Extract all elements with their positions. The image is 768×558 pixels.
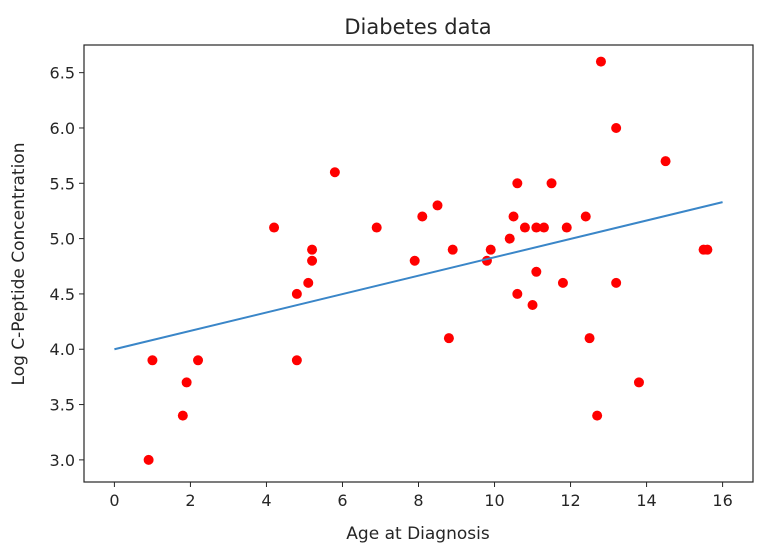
y-tick-label: 4.5 (50, 285, 75, 304)
data-point (512, 178, 523, 189)
data-point (307, 255, 318, 266)
data-point (546, 178, 557, 189)
y-tick-label: 5.5 (50, 174, 75, 193)
data-point (592, 410, 603, 421)
y-tick-label: 3.5 (50, 396, 75, 415)
data-point (660, 156, 671, 167)
plot-area: 0 2 4 6 8 10 12 14 16 3.0 3.5 4.0 4.5 5.0 5.5 6.0 6.5 (50, 44, 754, 510)
data-point (595, 56, 606, 67)
data-point (611, 122, 622, 133)
data-point (504, 233, 515, 244)
data-point (143, 454, 154, 465)
data-point (181, 377, 192, 388)
y-tick-label: 6.0 (50, 119, 75, 138)
data-point (329, 167, 340, 178)
data-point (580, 211, 591, 222)
data-point (584, 333, 595, 344)
y-axis-ticks: 3.0 3.5 4.0 4.5 5.0 5.5 6.0 6.5 (50, 64, 84, 470)
data-point (538, 222, 549, 233)
data-point (193, 355, 204, 366)
data-point (269, 222, 280, 233)
x-tick-label: 8 (413, 491, 423, 510)
data-point (557, 277, 568, 288)
data-point (291, 288, 302, 299)
data-point (432, 200, 443, 211)
x-tick-label: 6 (337, 491, 347, 510)
data-point (531, 266, 542, 277)
data-point (417, 211, 428, 222)
x-tick-label: 10 (484, 491, 504, 510)
data-point (371, 222, 382, 233)
x-tick-label: 14 (636, 491, 656, 510)
y-tick-label: 6.5 (50, 64, 75, 83)
y-axis-label: Log C-Peptide Concentration (9, 143, 29, 386)
x-axis-ticks: 0 2 4 6 8 10 12 14 16 (109, 482, 733, 510)
x-tick-label: 0 (109, 491, 119, 510)
axes-frame (83, 44, 754, 483)
data-point (508, 211, 519, 222)
x-tick-label: 12 (560, 491, 580, 510)
data-point (303, 277, 314, 288)
data-point (409, 255, 420, 266)
data-point (443, 333, 454, 344)
regression-line (114, 201, 723, 351)
data-point (447, 244, 458, 255)
data-point (177, 410, 188, 421)
data-point (702, 244, 713, 255)
data-point (611, 277, 622, 288)
x-tick-label: 2 (185, 491, 195, 510)
data-point (633, 377, 644, 388)
data-point (512, 288, 523, 299)
data-point (519, 222, 530, 233)
data-point (147, 355, 158, 366)
x-tick-label: 4 (261, 491, 271, 510)
data-point (291, 355, 302, 366)
y-tick-label: 4.0 (50, 340, 75, 359)
data-point (485, 244, 496, 255)
data-point (307, 244, 318, 255)
data-point (531, 222, 542, 233)
x-axis-label: Age at Diagnosis (346, 524, 490, 544)
x-tick-label: 16 (712, 491, 732, 510)
data-point (527, 299, 538, 310)
y-tick-label: 3.0 (50, 451, 75, 470)
data-marks (114, 56, 723, 465)
chart-title: Diabetes data (344, 15, 491, 39)
data-point (561, 222, 572, 233)
y-tick-label: 5.0 (50, 230, 75, 249)
